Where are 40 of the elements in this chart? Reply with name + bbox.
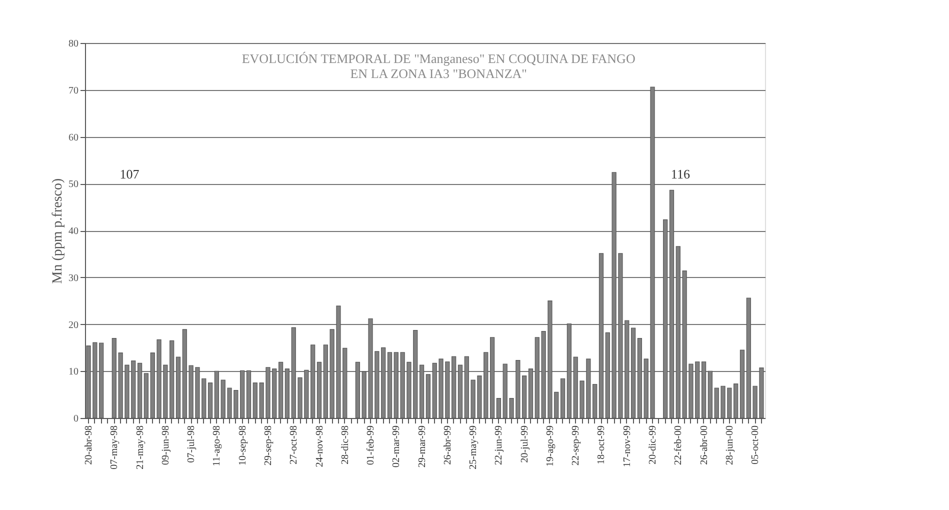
- y-tick-label: 60: [68, 132, 78, 144]
- x-tick-label: 22-jun-99: [494, 426, 505, 465]
- y-tick-label: 70: [68, 85, 78, 96]
- y-tick-label: 30: [68, 272, 78, 284]
- y-axis-title: Mn (ppm p.fresco): [50, 178, 66, 284]
- x-tick-label: 07-jul-98: [186, 426, 198, 463]
- x-tick-label: 28-dic-98: [340, 426, 351, 464]
- y-tick-label: 0: [74, 414, 78, 424]
- x-tick-label: 05-oct-00: [750, 426, 762, 464]
- x-tick-label: 09-jun-98: [160, 426, 172, 465]
- x-tick-label: 20-abr-98: [84, 426, 95, 465]
- x-tick-label: 10-sep-98: [237, 426, 248, 466]
- y-tick-label: 10: [68, 366, 78, 378]
- x-tick-label: 18-oct-99: [596, 426, 608, 464]
- x-tick-label: 22-sep-99: [570, 426, 582, 466]
- text: 116: [670, 166, 690, 182]
- y-tick-label: 40: [68, 226, 78, 237]
- y-tick-label: 50: [68, 179, 78, 190]
- x-tick-label: 26-abr-00: [698, 426, 710, 465]
- x-tick-label: 29-mar-99: [416, 426, 428, 468]
- x-tick-label: 26-abr-99: [442, 426, 454, 465]
- x-tick-label: 22-feb-00: [673, 426, 684, 465]
- x-tick-label: 20-dic-99: [648, 426, 659, 464]
- text: EVOLUCIÓN TEMPORAL DE "Manganeso" EN COQUINA DE FANGO EN LA ZONA IA3 "BONANZA": [242, 51, 636, 81]
- x-tick-label: 25-may-99: [468, 426, 480, 470]
- x-tick-label: 20-jul-99: [519, 426, 530, 463]
- x-tick-label: 07-may-98: [109, 426, 120, 470]
- x-tick-label: 28-jun-00: [724, 426, 736, 465]
- text: 107: [120, 166, 140, 182]
- x-tick-label: 01-feb-99: [366, 426, 377, 465]
- x-tick-label: 11-ago-98: [212, 426, 223, 466]
- x-tick-label: 21-may-98: [134, 426, 146, 470]
- x-tick-label: 19-ago-99: [544, 426, 556, 467]
- x-tick-label: 17-nov-99: [622, 426, 633, 468]
- x-tick-label: 29-sep-98: [262, 426, 274, 466]
- y-tick-label: 20: [68, 320, 78, 331]
- x-tick-label: 27-oct-98: [288, 426, 300, 464]
- x-tick-label: 24-nov-98: [314, 426, 326, 468]
- x-tick-label: 02-mar-99: [391, 426, 402, 468]
- y-tick-label: 80: [68, 38, 78, 50]
